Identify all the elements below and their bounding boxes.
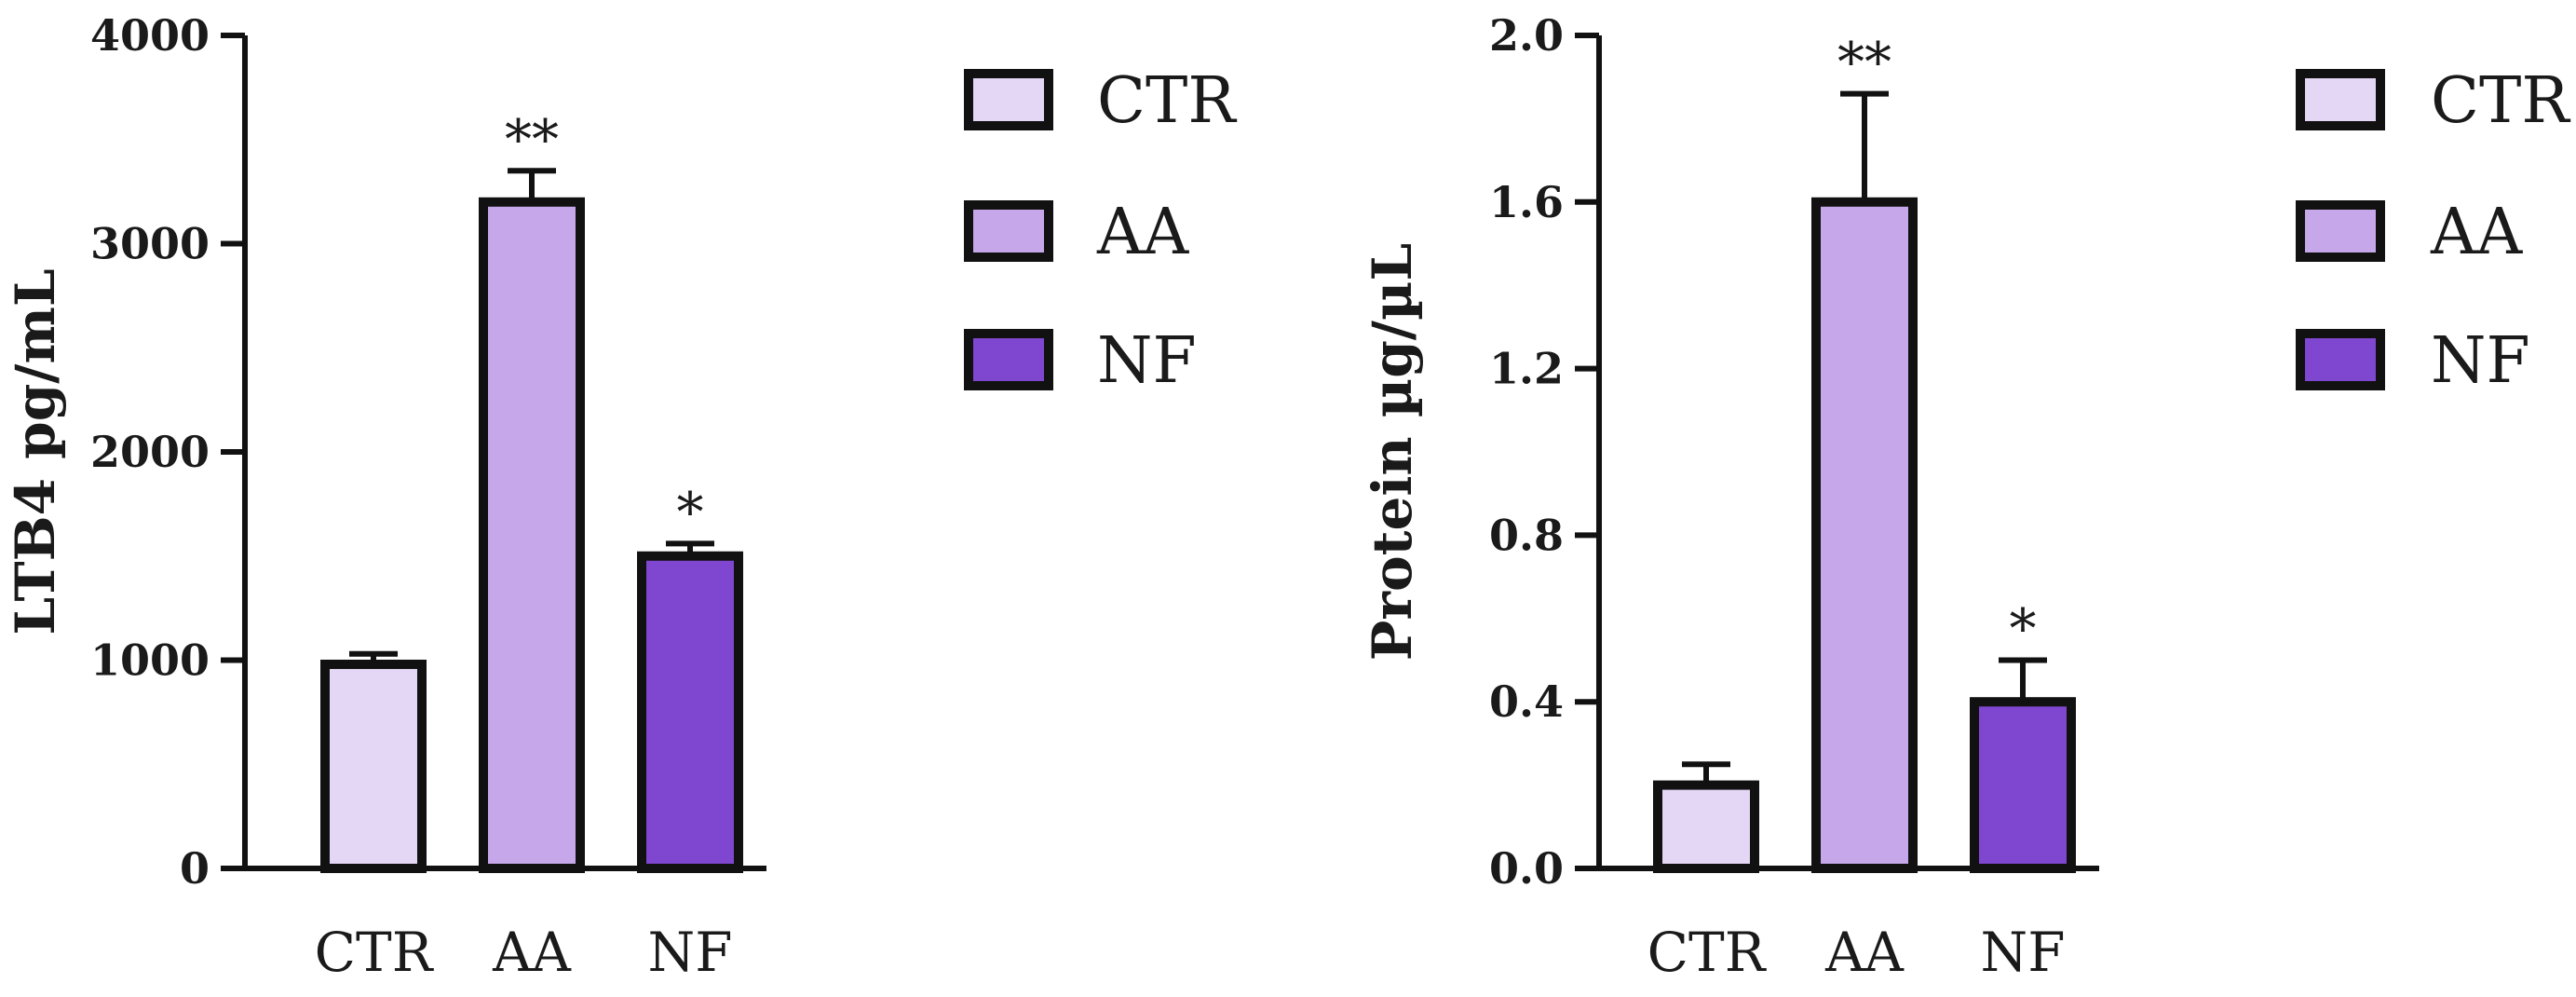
- x-tick-label: NF: [1981, 921, 2066, 984]
- legend-swatch-ctr: [964, 69, 1053, 130]
- significance-label: *: [677, 480, 704, 543]
- chart-2: 0.0 0.4 0.8 1.2 1.6 2.0 Protein µg/µL CTR ** AA * N…: [1361, 10, 2570, 984]
- x-tick-label: CTR: [1647, 921, 1768, 984]
- legend-swatch-aa: [964, 200, 1053, 262]
- y-tick-label: 3000: [90, 219, 210, 269]
- legend-swatch-aa: [2296, 200, 2385, 262]
- legend-label: AA: [1096, 196, 1189, 269]
- bar-ctr: [320, 659, 427, 873]
- x-tick-label: AA: [1824, 921, 1905, 984]
- legend-label: AA: [2430, 196, 2523, 269]
- y-tick-label: 2000: [90, 427, 210, 477]
- y-tick-label: 0.0: [1489, 843, 1564, 894]
- x-tick-label: AA: [492, 921, 572, 984]
- bar-aa: [479, 197, 585, 874]
- y-tick-label: 1.6: [1489, 177, 1564, 227]
- significance-label: **: [505, 107, 559, 171]
- bar-ctr: [1653, 780, 1759, 873]
- y-axis-title: LTB4 pg/mL: [4, 268, 67, 635]
- significance-label: **: [1837, 31, 1891, 94]
- legend-swatch-nf: [964, 329, 1053, 390]
- y-tick-label: 1000: [90, 635, 210, 686]
- y-tick-label: 0.8: [1489, 510, 1564, 560]
- legend: CTR AA NF: [964, 64, 1237, 398]
- legend-label: CTR: [1097, 64, 1237, 138]
- y-tick-label: 2.0: [1489, 10, 1564, 61]
- y-tick-label: 0: [180, 843, 210, 894]
- y-tick-label: 1.2: [1489, 344, 1564, 394]
- bar-aa: [1811, 197, 1918, 874]
- legend-swatch-nf: [2296, 329, 2385, 390]
- bar-nf: [637, 551, 743, 873]
- legend: CTR AA NF: [2296, 64, 2570, 398]
- bar-nf: [1970, 697, 2076, 874]
- x-tick-label: NF: [648, 921, 733, 984]
- y-tick-label: 0.4: [1489, 676, 1564, 727]
- y-tick-label: 4000: [90, 10, 210, 61]
- legend-label: CTR: [2431, 64, 2570, 138]
- legend-swatch-ctr: [2296, 69, 2385, 130]
- y-axis-title: Protein µg/µL: [1361, 243, 1424, 661]
- legend-label: NF: [2431, 324, 2530, 398]
- x-tick-label: CTR: [315, 921, 435, 984]
- significance-label: *: [2010, 597, 2037, 661]
- legend-label: NF: [1097, 324, 1197, 398]
